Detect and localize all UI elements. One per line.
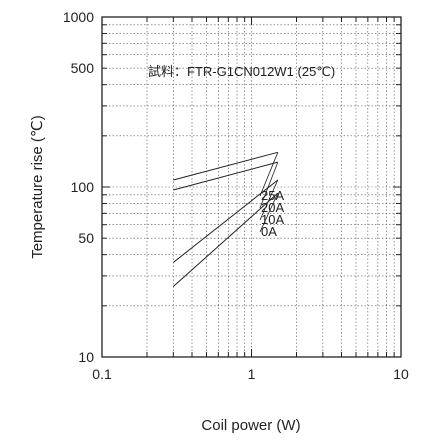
series-leader-20a xyxy=(259,162,279,209)
grid-layer xyxy=(102,17,401,357)
tick-labels: 10 50 100 500 1000 0.1 1 10 xyxy=(63,9,409,382)
x-tick-label: 0.1 xyxy=(92,366,112,382)
series-label-0a: 0A xyxy=(261,224,277,239)
y-tick-label: 100 xyxy=(71,179,95,195)
series-line-25a xyxy=(173,151,278,181)
y-tick-label: 1000 xyxy=(63,9,94,25)
y-tick-label: 500 xyxy=(71,60,95,76)
x-axis-title: Coil power (W) xyxy=(201,417,300,434)
series-label-10a: 10A xyxy=(261,212,284,227)
y-axis-title: Temperature rise (℃) xyxy=(29,115,46,259)
x-tick-label: 10 xyxy=(393,366,409,382)
series-leader-0a xyxy=(259,192,279,233)
axis-ticks xyxy=(101,16,402,358)
y-tick-label: 10 xyxy=(78,349,94,365)
series-line-20a xyxy=(173,161,278,191)
x-tick-label: 1 xyxy=(248,366,256,382)
series-label-25a: 25A xyxy=(261,188,284,203)
chart-annotation: 試料：FTR-G1CN012W1 (25℃) xyxy=(148,64,335,79)
series-line-10a xyxy=(173,179,279,263)
series-line-0a xyxy=(172,192,279,287)
series-leader-25a xyxy=(259,152,279,197)
y-tick-label: 50 xyxy=(78,230,94,246)
series-leader-10a xyxy=(259,179,279,221)
